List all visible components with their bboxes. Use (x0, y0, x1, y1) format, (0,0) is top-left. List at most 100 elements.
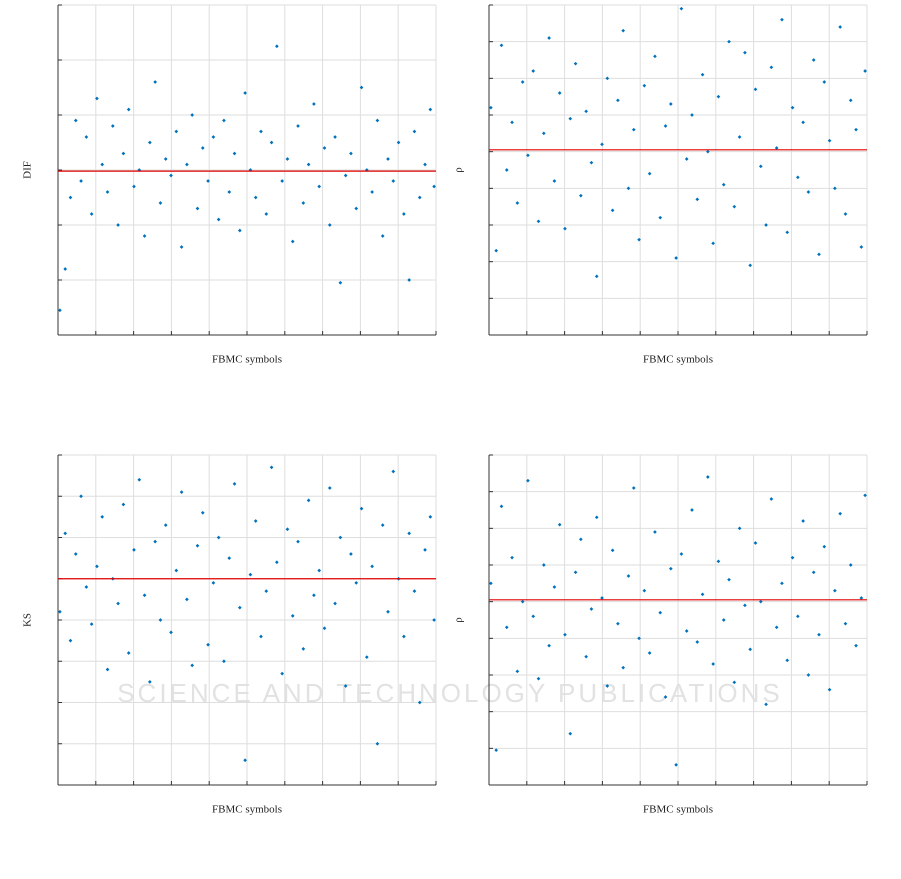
point (700, 592, 705, 597)
point (301, 201, 306, 205)
point (801, 519, 805, 523)
chart-panel: FBMC symbols KS (22, 454, 437, 816)
point (306, 498, 311, 503)
point (563, 632, 567, 637)
point (190, 663, 195, 668)
point (811, 570, 816, 575)
point (407, 278, 412, 282)
point (589, 607, 594, 611)
point (504, 168, 509, 172)
point (541, 563, 546, 567)
point (795, 175, 800, 180)
point (200, 146, 205, 150)
point (153, 80, 157, 84)
point (185, 597, 189, 602)
point (243, 91, 247, 95)
point (428, 515, 433, 519)
point (684, 157, 689, 161)
point (594, 515, 599, 520)
point (489, 581, 493, 586)
point (653, 54, 657, 59)
point (359, 506, 364, 511)
point (769, 65, 774, 70)
point (859, 596, 864, 600)
x-axis-label: FBMC symbols (212, 354, 282, 366)
point (863, 493, 867, 498)
point (610, 548, 615, 553)
point (695, 640, 700, 644)
point (174, 129, 179, 134)
point (668, 102, 673, 106)
point (280, 671, 284, 676)
point (494, 748, 499, 753)
point (631, 127, 636, 132)
point (116, 223, 120, 227)
point (63, 267, 68, 271)
point (668, 566, 673, 571)
point (838, 25, 843, 29)
point (515, 201, 520, 205)
point (386, 609, 390, 614)
point (63, 531, 68, 536)
point (89, 622, 94, 626)
point (605, 76, 610, 81)
point (327, 223, 332, 227)
point (827, 138, 832, 143)
point (58, 609, 62, 614)
point (806, 673, 811, 677)
point (716, 94, 721, 99)
point (494, 248, 499, 253)
point (843, 212, 848, 216)
point (706, 475, 710, 479)
point (132, 184, 136, 189)
point (137, 477, 142, 482)
point (848, 563, 853, 567)
point (743, 50, 747, 55)
point (626, 574, 631, 578)
point (679, 552, 684, 556)
point (364, 655, 369, 659)
point (327, 486, 332, 490)
point (200, 510, 205, 515)
point (237, 605, 242, 610)
point (354, 206, 359, 211)
point (359, 85, 364, 90)
point (732, 680, 737, 685)
x-axis-label: FBMC symbols (212, 804, 282, 816)
point (290, 239, 295, 244)
point (568, 731, 573, 736)
point (573, 570, 578, 575)
point (764, 702, 768, 707)
point (222, 118, 226, 123)
point (269, 140, 274, 145)
point (520, 80, 525, 84)
point (375, 118, 380, 123)
point (391, 469, 396, 474)
y-axis-label: DIF (22, 161, 34, 179)
point (758, 599, 763, 604)
point (402, 212, 406, 216)
point (594, 274, 599, 279)
point (253, 195, 258, 200)
point (774, 146, 779, 150)
point (780, 17, 784, 22)
point (547, 36, 551, 40)
y-axis-label: ρ (453, 617, 465, 623)
point (237, 228, 242, 233)
point (79, 179, 83, 183)
point (854, 127, 858, 132)
point (153, 539, 157, 544)
point (806, 190, 811, 194)
point (190, 113, 195, 117)
point (863, 69, 867, 73)
point (259, 129, 263, 134)
point (637, 636, 641, 641)
point (785, 230, 790, 235)
point (827, 687, 832, 692)
point (301, 647, 306, 651)
point (721, 618, 726, 622)
point (753, 541, 758, 545)
point (216, 217, 221, 222)
point (211, 135, 216, 139)
point (132, 548, 136, 552)
